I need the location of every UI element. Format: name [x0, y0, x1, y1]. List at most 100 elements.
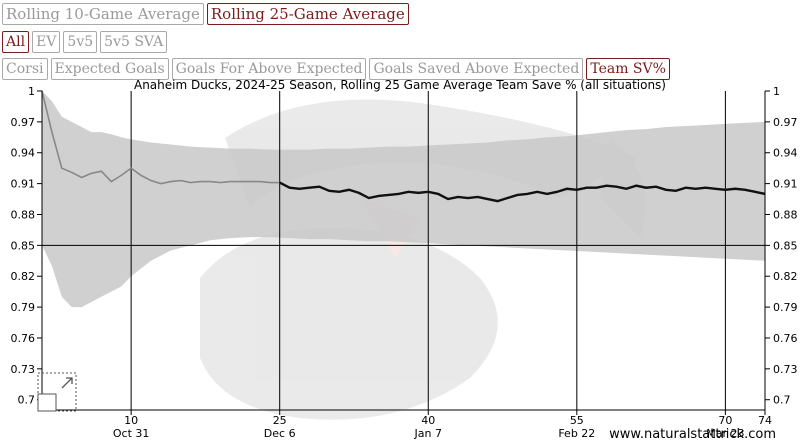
data-point: [219, 181, 221, 184]
data-point: [170, 180, 172, 183]
chart-grid: [42, 91, 765, 410]
chart-axes: 0.7 0.7 0.73 0.73 0.76 0.76 0.79 0.79 0.82 0.82 0.…: [11, 85, 798, 440]
source-watermark: www.naturalstattrick.com: [609, 427, 776, 442]
data-point: [239, 180, 241, 183]
y-tick-label-right: 0.91: [773, 178, 798, 191]
x-date-label: Jan 7: [414, 427, 442, 440]
data-point: [417, 192, 419, 194]
expected-goals-button[interactable]: Expected Goals: [50, 58, 169, 80]
data-point: [397, 193, 400, 195]
rolling-save-pct-line: [279, 181, 766, 203]
data-point: [695, 188, 697, 190]
x-date-label: Dec 6: [264, 427, 296, 440]
data-point: [150, 179, 152, 182]
data-point: [744, 189, 746, 191]
data-point: [447, 198, 449, 200]
data-point: [289, 187, 291, 189]
data-point: [556, 191, 558, 193]
data-point: [506, 197, 509, 199]
data-point: [249, 180, 251, 183]
data-point: [378, 195, 380, 197]
x-tick-label: 40: [421, 414, 435, 427]
data-point: [714, 188, 717, 190]
save-percentage-chart: 0.7 0.7 0.73 0.73 0.76 0.76 0.79 0.79 0.82 0.82 0.…: [11, 78, 798, 442]
data-point: [100, 170, 103, 172]
rolling-10-game-average-button[interactable]: Rolling 10-Game Average: [2, 3, 204, 25]
corsi-button[interactable]: Corsi: [2, 58, 48, 80]
data-point: [61, 167, 63, 169]
data-point: [734, 188, 736, 190]
data-point: [645, 187, 647, 189]
data-point: [605, 185, 608, 187]
y-tick-label-left: 0.7: [18, 394, 36, 407]
y-tick-label-right: 0.97: [773, 116, 798, 129]
goals-saved-above-expected-button[interactable]: Goals Saved Above Expected: [369, 58, 584, 80]
y-tick-label-right: 0.94: [773, 147, 798, 160]
rolling-25-game-average-button[interactable]: Rolling 25-Game Average: [206, 3, 409, 25]
data-point: [358, 192, 360, 194]
data-point: [298, 188, 301, 190]
y-tick-label-left: 1: [28, 85, 35, 98]
data-point: [576, 189, 578, 191]
y-tick-label-right: 0.7: [773, 394, 791, 407]
data-point: [90, 172, 93, 174]
5v5-button[interactable]: 5v5: [63, 31, 98, 53]
data-point: [675, 190, 677, 192]
y-tick-label-left: 0.76: [11, 332, 36, 345]
data-point: [635, 185, 637, 187]
y-tick-label-left: 0.73: [11, 363, 36, 376]
data-point: [130, 167, 132, 169]
data-point: [724, 189, 726, 191]
data-point: [487, 198, 489, 200]
y-tick-label-left: 0.79: [11, 301, 36, 314]
data-point: [110, 180, 112, 183]
5v5-sva-button[interactable]: 5v5 SVA: [100, 31, 168, 53]
x-tick-label: 70: [718, 414, 732, 427]
x-tick-label: 25: [273, 414, 287, 427]
data-point: [318, 186, 320, 188]
data-point: [427, 191, 429, 193]
data-point: [81, 176, 83, 179]
data-point: [685, 187, 687, 189]
data-point: [328, 190, 330, 192]
x-tick-label: 55: [570, 414, 584, 427]
y-tick-label-left: 0.94: [11, 147, 36, 160]
x-tick-label: 10: [124, 414, 138, 427]
metric-buttons: Corsi Expected Goals Goals For Above Expec…: [2, 58, 670, 80]
data-point: [259, 180, 261, 183]
data-point: [51, 131, 53, 133]
data-point: [467, 197, 469, 199]
data-point: [526, 193, 528, 195]
data-point: [546, 193, 548, 195]
team-sv-button[interactable]: Team SV%: [586, 58, 670, 80]
data-point: [308, 187, 311, 189]
data-point: [229, 180, 231, 183]
data-point: [754, 191, 756, 193]
data-point: [536, 191, 538, 193]
ev-button[interactable]: EV: [32, 31, 61, 53]
data-point: [596, 187, 598, 189]
data-point: [279, 181, 281, 184]
goals-for-above-expected-button[interactable]: Goals For Above Expected: [171, 58, 367, 80]
data-point: [269, 181, 271, 184]
expand-chart-icon[interactable]: [37, 372, 77, 412]
data-point: [160, 183, 162, 185]
data-point: [348, 189, 350, 191]
y-tick-label-left: 0.88: [11, 208, 36, 221]
y-tick-label-right: 0.76: [773, 332, 798, 345]
confidence-band: [42, 91, 765, 308]
x-tick-label: 74: [758, 414, 772, 427]
rolling-window-buttons: Rolling 10-Game Average Rolling 25-Game A…: [2, 3, 409, 25]
data-point: [199, 180, 202, 183]
x-date-label: Feb 22: [558, 427, 595, 440]
data-point: [615, 186, 618, 188]
data-point: [209, 180, 211, 183]
data-point: [496, 200, 499, 202]
chart-title: Anaheim Ducks, 2024-25 Season, Rolling 2…: [134, 78, 666, 92]
y-tick-label-right: 0.82: [773, 270, 798, 283]
all-button[interactable]: All: [2, 31, 30, 53]
data-point: [477, 196, 479, 198]
data-point: [457, 196, 459, 198]
situation-buttons: All EV 5v5 5v5 SVA: [2, 31, 168, 53]
data-point: [516, 194, 518, 196]
